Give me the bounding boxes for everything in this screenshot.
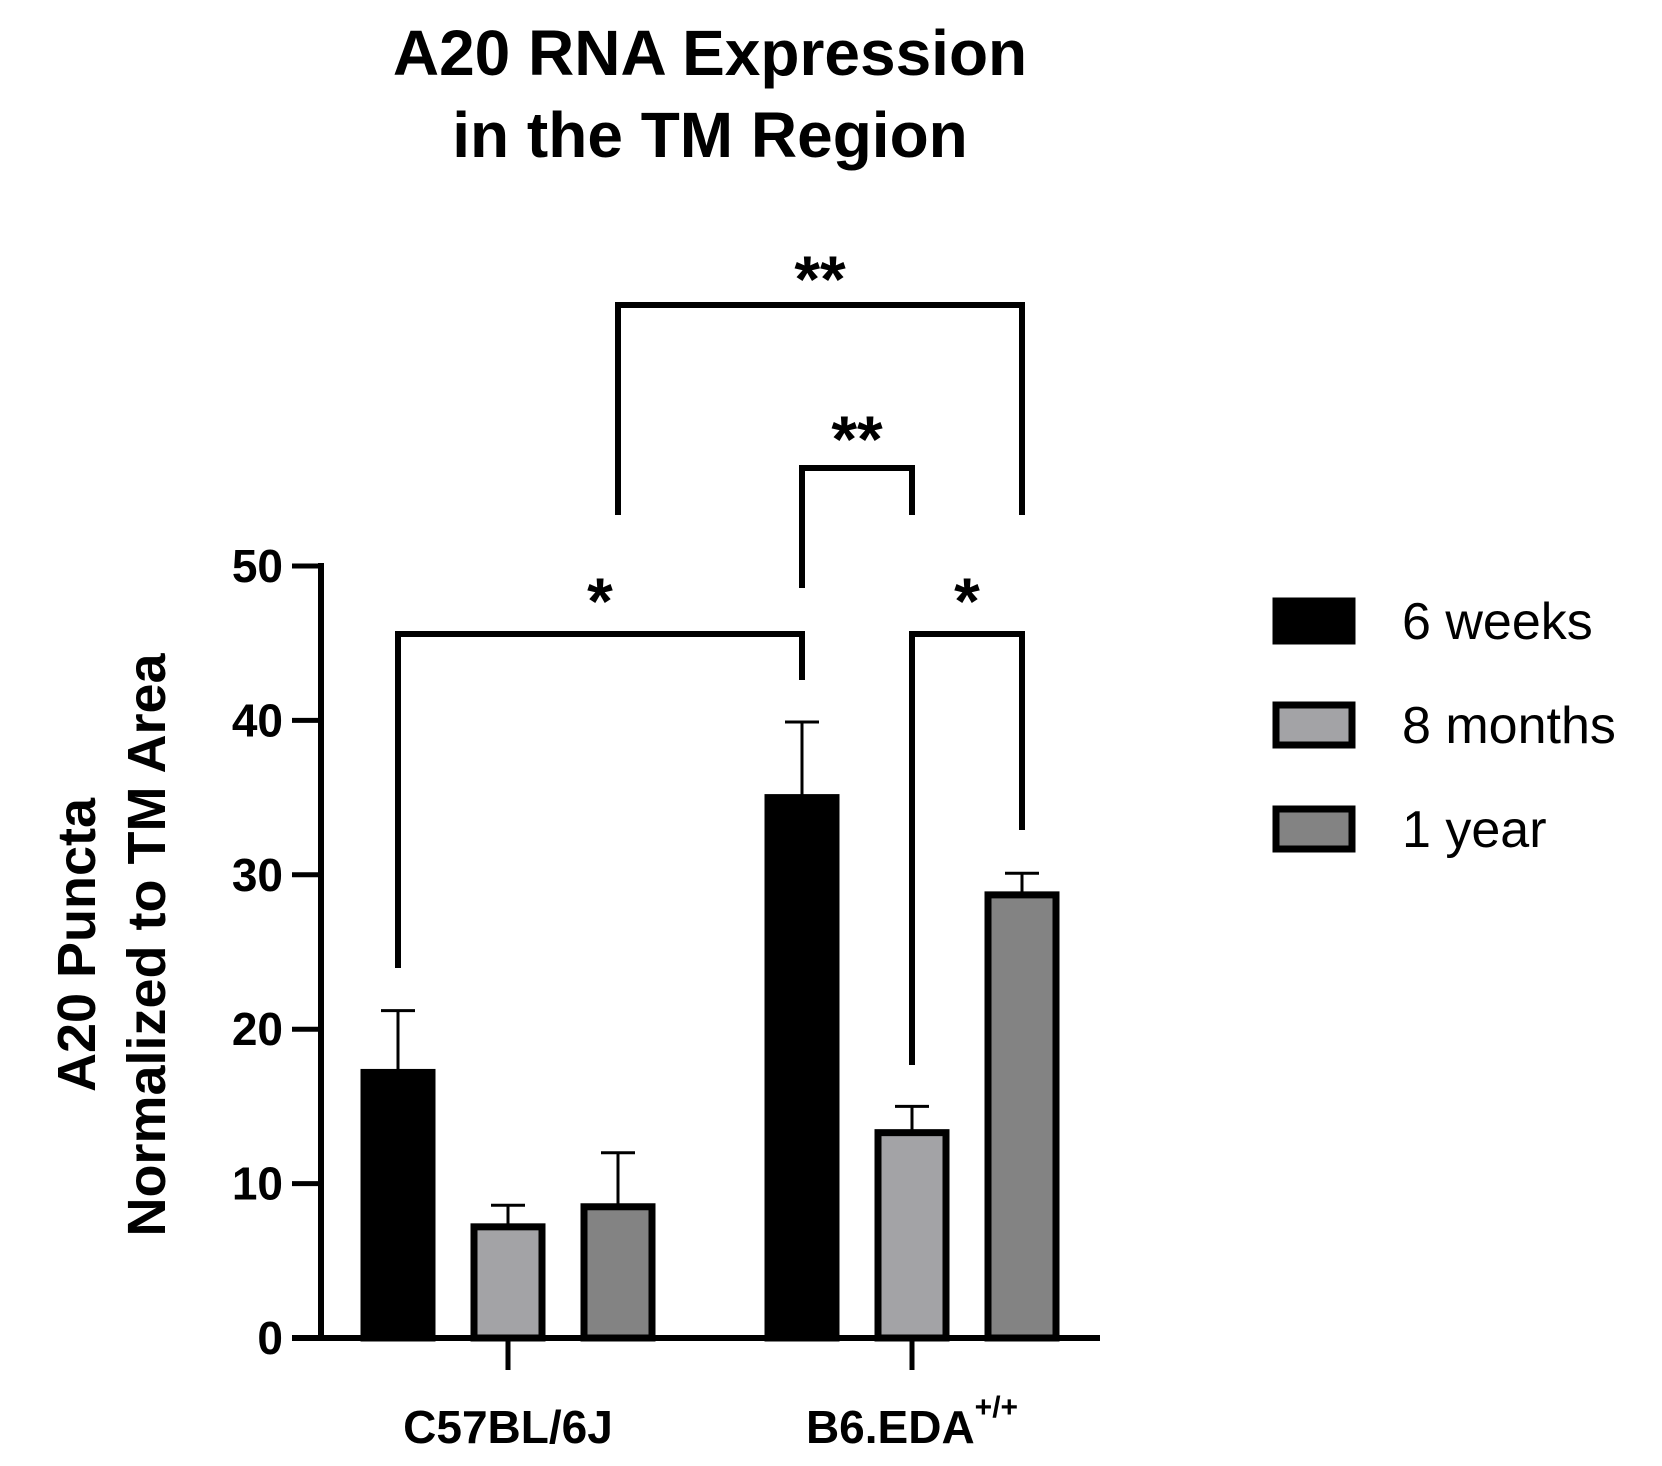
y-axis-label-line-2: Normalized to TM Area bbox=[117, 652, 177, 1236]
bar-6-weeks-B6.EDA bbox=[764, 794, 840, 1342]
y-tick-label: 40 bbox=[232, 694, 283, 746]
significance-label: ** bbox=[794, 242, 846, 316]
legend-label: 1 year bbox=[1402, 801, 1547, 859]
significance-bracket bbox=[615, 302, 1025, 515]
significance-label: * bbox=[587, 564, 613, 638]
legend: 6 weeks 8 months 1 year bbox=[1272, 593, 1616, 859]
bar-1-year-C57BL/6J bbox=[580, 1203, 656, 1342]
legend-label: 8 months bbox=[1402, 697, 1616, 755]
legend-swatch bbox=[1272, 597, 1356, 645]
x-tick-label: C57BL/6J bbox=[403, 1401, 613, 1453]
y-tick-label: 0 bbox=[257, 1312, 283, 1364]
significance-layer: ***** * bbox=[395, 242, 1025, 1065]
axes-layer: 0 10 20 30 40 50 C57BL/6J B6.EDA+/+ bbox=[232, 540, 1100, 1453]
bar-8-months-B6.EDA bbox=[874, 1129, 950, 1342]
y-axis-label: A20 Puncta Normalized to TM Area bbox=[47, 652, 177, 1236]
chart-title: A20 RNA Expression in the TM Region bbox=[393, 17, 1027, 171]
y-tick-label: 30 bbox=[232, 849, 283, 901]
significance-bracket bbox=[909, 631, 1025, 1065]
bar-1-year-B6.EDA bbox=[984, 891, 1060, 1342]
bars-layer bbox=[360, 794, 1060, 1342]
chart-title-line-2: in the TM Region bbox=[452, 99, 968, 171]
significance-label: ** bbox=[831, 402, 883, 476]
chart-title-line-1: A20 RNA Expression bbox=[393, 17, 1027, 89]
legend-label: 6 weeks bbox=[1402, 593, 1593, 651]
y-axis-label-line-1: A20 Puncta bbox=[47, 797, 107, 1092]
bar-6-weeks-C57BL/6J bbox=[360, 1068, 436, 1342]
y-tick-label: 10 bbox=[232, 1158, 283, 1210]
bar-8-months-C57BL/6J bbox=[470, 1223, 546, 1342]
significance-bracket bbox=[395, 631, 805, 968]
y-tick-label: 20 bbox=[232, 1003, 283, 1055]
significance-label: * bbox=[954, 564, 980, 638]
error-bars-layer bbox=[381, 720, 1039, 1227]
legend-swatch bbox=[1272, 805, 1356, 853]
legend-swatch bbox=[1272, 701, 1356, 749]
x-tick-label: B6.EDA+/+ bbox=[806, 1391, 1018, 1453]
y-tick-label: 50 bbox=[232, 540, 283, 592]
significance-bracket bbox=[799, 465, 915, 588]
